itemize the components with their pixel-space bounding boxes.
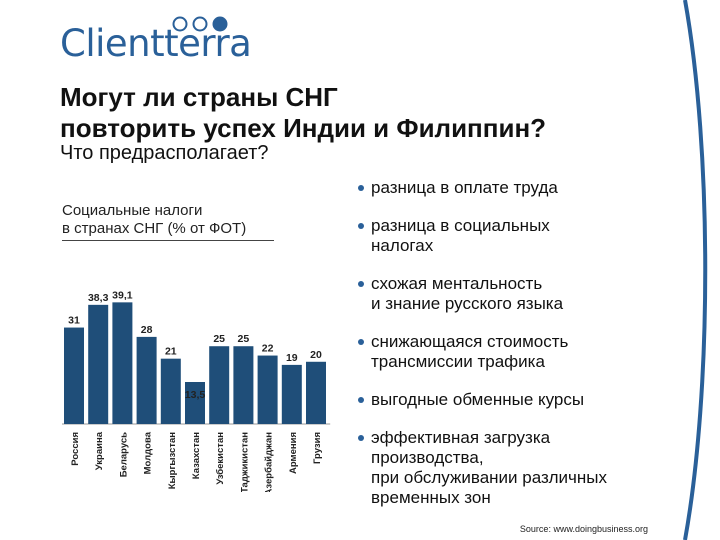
page-subtitle: Что предрасполагает? xyxy=(60,142,269,164)
advantage-item: схожая ментальность и знание русского язы… xyxy=(358,274,688,314)
bar-value-label: 31 xyxy=(68,315,80,327)
category-label: Грузия xyxy=(312,432,323,464)
advantage-item-line: и знание русского языка xyxy=(371,294,564,313)
bar-5 xyxy=(160,358,181,424)
advantage-item: выгодные обменные курсы xyxy=(358,390,688,410)
bullet-dot-icon xyxy=(358,397,364,403)
bar-10 xyxy=(281,364,302,424)
social-tax-bar-chart: 31 Россия 38,3 Украина 39,1 Беларусь 28 Молдова… xyxy=(62,289,331,492)
category-label: Таджикистан xyxy=(239,432,250,492)
chart-title-line-1: Социальные налоги xyxy=(62,202,203,219)
advantage-item-line: эффективная загрузка xyxy=(371,428,551,447)
category-label: Узбекистан xyxy=(215,432,226,485)
advantage-item-line: налогах xyxy=(371,236,434,255)
bullet-dot-icon xyxy=(358,185,364,191)
advantage-item: эффективная загрузка производства, при обс… xyxy=(358,428,688,508)
bar-9 xyxy=(257,355,278,424)
category-label: Азербайджан xyxy=(264,432,275,492)
bar-value-label: 19 xyxy=(286,352,298,364)
advantage-item-line: временных зон xyxy=(371,488,491,507)
bullet-dot-icon xyxy=(358,223,364,229)
advantage-item: снижающаяся стоимость трансмиссии трафика xyxy=(358,332,688,372)
bar-7 xyxy=(209,346,230,424)
bar-value-label: 13,5 xyxy=(185,389,206,401)
bar-8 xyxy=(233,346,254,424)
category-label: Беларусь xyxy=(118,432,129,477)
category-label: Украина xyxy=(94,431,105,470)
advantages-list: разница в оплате труда разница в социальн… xyxy=(358,178,688,508)
advantage-item-line: трансмиссии трафика xyxy=(371,352,545,371)
page-title-line-1: Могут ли страны СНГ xyxy=(60,82,338,112)
bar-11 xyxy=(306,361,326,424)
bullet-dot-icon xyxy=(358,435,364,441)
category-label: Молдова xyxy=(143,431,154,474)
bar-value-label: 20 xyxy=(310,349,322,361)
advantage-item: разница в социальных налогах xyxy=(358,216,688,256)
category-label: Россия xyxy=(70,432,81,466)
bar-value-label: 28 xyxy=(141,324,153,336)
chart-title-underline xyxy=(62,240,274,241)
advantage-item-line: схожая ментальность xyxy=(371,274,543,293)
advantage-item-line: при обслуживании различных xyxy=(371,468,607,487)
bar-value-label: 22 xyxy=(262,343,274,355)
category-label: Армения xyxy=(288,432,299,474)
bar-6 xyxy=(185,382,205,424)
bullet-dot-icon xyxy=(358,339,364,345)
bar-1 xyxy=(64,327,84,424)
bar-value-label: 25 xyxy=(238,333,250,345)
advantage-item-line: снижающаяся стоимость xyxy=(371,332,569,351)
bar-value-label: 39,1 xyxy=(112,289,133,301)
bar-3 xyxy=(112,302,133,424)
source-note: Source: www.doingbusiness.org xyxy=(519,524,648,534)
category-label: Кыргызстан xyxy=(167,432,178,489)
bar-value-label: 21 xyxy=(165,346,177,358)
logo-text: Clientterra xyxy=(60,22,252,65)
advantage-item-line: выгодные обменные курсы xyxy=(371,390,585,409)
advantage-item-line: производства, xyxy=(371,448,484,467)
bullet-dot-icon xyxy=(358,281,364,287)
category-label: Казахстан xyxy=(191,432,202,479)
advantage-item-line: разница в социальных xyxy=(371,216,550,235)
chart-title: Социальные налоги в странах СНГ (% от ФО… xyxy=(62,202,302,238)
clientterra-logo: Clientterra xyxy=(60,8,260,68)
logo-dots-icon xyxy=(172,16,228,32)
bar-4 xyxy=(136,336,157,424)
bar-value-label: 25 xyxy=(213,333,225,345)
advantage-item: разница в оплате труда xyxy=(358,178,688,198)
chart-title-line-2: в странах СНГ (% от ФОТ) xyxy=(62,220,247,237)
bar-value-label: 38,3 xyxy=(88,292,109,304)
bar-2 xyxy=(88,304,109,424)
page-title: Могут ли страны СНГ повторить успех Инди… xyxy=(60,82,660,144)
page-title-line-2: повторить успех Индии и Филиппин? xyxy=(60,113,547,143)
advantage-item-line: разница в оплате труда xyxy=(371,178,558,197)
